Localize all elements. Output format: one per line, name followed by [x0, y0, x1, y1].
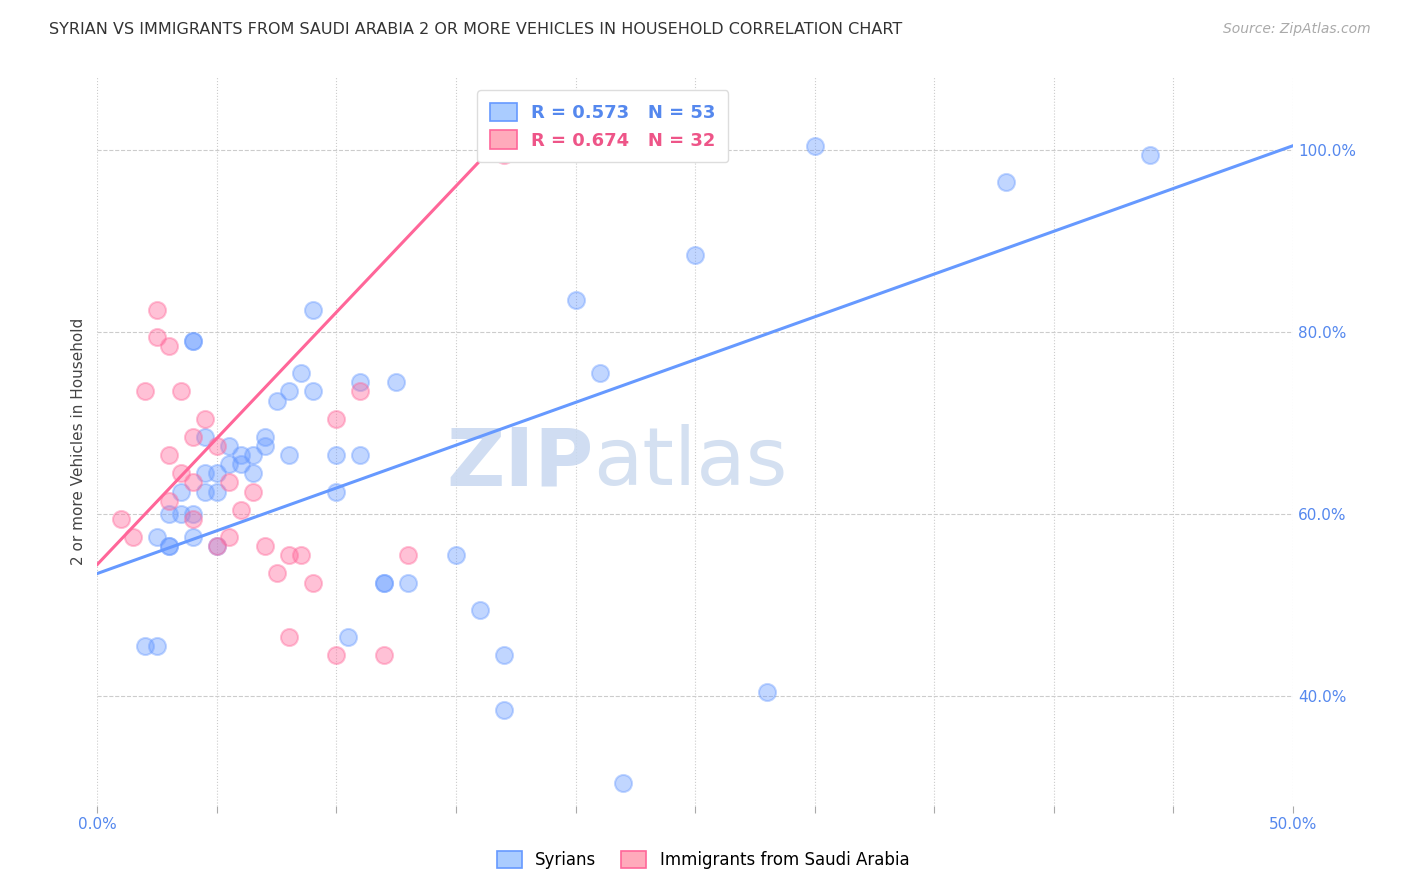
Point	[181, 334, 204, 349]
Point	[277, 384, 299, 399]
Point	[181, 430, 204, 444]
Point	[325, 648, 347, 663]
Point	[468, 603, 491, 617]
Point	[588, 366, 610, 380]
Point	[194, 411, 217, 425]
Text: atlas: atlas	[593, 425, 787, 502]
Point	[181, 475, 204, 490]
Point	[396, 549, 419, 563]
Point	[266, 393, 288, 408]
Point	[157, 539, 180, 553]
Point	[170, 384, 193, 399]
Point	[492, 648, 515, 663]
Point	[242, 484, 264, 499]
Point	[170, 508, 193, 522]
Legend: Syrians, Immigrants from Saudi Arabia: Syrians, Immigrants from Saudi Arabia	[486, 841, 920, 880]
Point	[444, 549, 467, 563]
Point	[277, 549, 299, 563]
Point	[492, 148, 515, 162]
Point	[564, 293, 586, 308]
Point	[122, 530, 145, 544]
Point	[218, 530, 240, 544]
Point	[253, 430, 276, 444]
Point	[205, 467, 228, 481]
Point	[205, 539, 228, 553]
Text: SYRIAN VS IMMIGRANTS FROM SAUDI ARABIA 2 OR MORE VEHICLES IN HOUSEHOLD CORRELATI: SYRIAN VS IMMIGRANTS FROM SAUDI ARABIA 2…	[49, 22, 903, 37]
Point	[181, 334, 204, 349]
Point	[1139, 148, 1161, 162]
Point	[373, 648, 395, 663]
Point	[194, 467, 217, 481]
Point	[301, 384, 323, 399]
Point	[229, 448, 252, 462]
Point	[290, 366, 312, 380]
Point	[290, 549, 312, 563]
Point	[170, 467, 193, 481]
Point	[266, 566, 288, 581]
Point	[755, 685, 778, 699]
Point	[157, 508, 180, 522]
Point	[194, 484, 217, 499]
Point	[612, 776, 634, 790]
Point	[218, 457, 240, 471]
Point	[349, 376, 371, 390]
Point	[181, 508, 204, 522]
Point	[373, 575, 395, 590]
Point	[301, 302, 323, 317]
Point	[242, 448, 264, 462]
Point	[683, 248, 706, 262]
Point	[242, 467, 264, 481]
Point	[157, 339, 180, 353]
Point	[803, 138, 825, 153]
Point	[492, 703, 515, 717]
Point	[181, 530, 204, 544]
Point	[205, 484, 228, 499]
Point	[349, 448, 371, 462]
Point	[301, 575, 323, 590]
Text: Source: ZipAtlas.com: Source: ZipAtlas.com	[1223, 22, 1371, 37]
Y-axis label: 2 or more Vehicles in Household: 2 or more Vehicles in Household	[72, 318, 86, 566]
Text: ZIP: ZIP	[446, 425, 593, 502]
Point	[157, 539, 180, 553]
Point	[396, 575, 419, 590]
Point	[337, 630, 360, 644]
Point	[349, 384, 371, 399]
Point	[146, 640, 169, 654]
Point	[146, 330, 169, 344]
Point	[277, 630, 299, 644]
Point	[373, 575, 395, 590]
Point	[253, 539, 276, 553]
Point	[277, 448, 299, 462]
Point	[134, 384, 156, 399]
Point	[205, 439, 228, 453]
Point	[325, 484, 347, 499]
Point	[194, 430, 217, 444]
Point	[157, 448, 180, 462]
Point	[325, 448, 347, 462]
Point	[218, 475, 240, 490]
Point	[253, 439, 276, 453]
Point	[205, 539, 228, 553]
Point	[229, 503, 252, 517]
Point	[110, 512, 132, 526]
Point	[146, 302, 169, 317]
Point	[995, 175, 1018, 189]
Legend: R = 0.573   N = 53, R = 0.674   N = 32: R = 0.573 N = 53, R = 0.674 N = 32	[477, 90, 728, 162]
Point	[181, 512, 204, 526]
Point	[134, 640, 156, 654]
Point	[229, 457, 252, 471]
Point	[170, 484, 193, 499]
Point	[157, 493, 180, 508]
Point	[385, 376, 408, 390]
Point	[146, 530, 169, 544]
Point	[325, 411, 347, 425]
Point	[218, 439, 240, 453]
